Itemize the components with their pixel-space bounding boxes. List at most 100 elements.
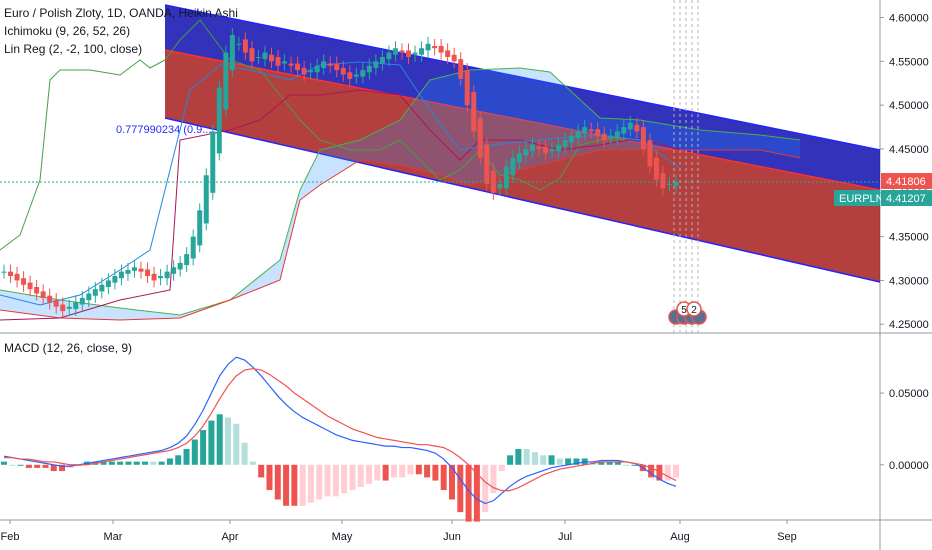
candle-body bbox=[27, 282, 33, 290]
linreg-mid-line bbox=[164, 49, 881, 191]
macd-histogram-bar bbox=[664, 464, 671, 481]
macd-histogram-bar bbox=[366, 464, 373, 484]
candle-body bbox=[477, 118, 483, 158]
macd-line bbox=[3, 356, 677, 505]
macd-histogram-bar bbox=[216, 414, 223, 465]
ichimoku-tenkan bbox=[0, 61, 681, 306]
legend-macd[interactable]: MACD (12, 26, close, 9) bbox=[4, 341, 132, 355]
symbol-value-tag-bg bbox=[881, 190, 932, 206]
macd-histogram-bar bbox=[42, 464, 49, 468]
price-tick-label: 4.50000 bbox=[889, 100, 929, 112]
macd-histogram-bar bbox=[208, 420, 215, 465]
event-badges[interactable]: 5 2 bbox=[668, 301, 707, 325]
legend-ichimoku[interactable]: Ichimoku (9, 26, 52, 26) bbox=[4, 24, 130, 38]
candle-body bbox=[392, 48, 398, 55]
candle-body bbox=[138, 268, 144, 272]
macd-histogram-bar bbox=[283, 464, 290, 506]
linreg-upper-fill bbox=[165, 5, 880, 190]
candle-body bbox=[295, 63, 301, 71]
candle-body bbox=[471, 92, 477, 132]
macd-histogram-bar bbox=[490, 464, 497, 494]
candle-body bbox=[86, 293, 92, 301]
candle-body bbox=[647, 140, 653, 167]
candle-body bbox=[366, 65, 372, 73]
candle-body bbox=[99, 284, 105, 292]
candle-body bbox=[516, 153, 522, 163]
macd-histogram-bar bbox=[465, 464, 472, 522]
candle-body bbox=[118, 271, 124, 279]
macd-tick-label: 0.05000 bbox=[889, 388, 929, 400]
time-tick-label: Jun bbox=[443, 531, 461, 543]
candle-body bbox=[112, 276, 118, 283]
macd-histogram-bar bbox=[332, 464, 339, 497]
candle-body bbox=[60, 304, 66, 312]
macd-histogram-bar bbox=[432, 464, 439, 481]
macd-histogram-bar bbox=[59, 464, 66, 472]
macd-histogram-bar bbox=[108, 461, 115, 465]
candles-group bbox=[1, 28, 679, 319]
symbol-tag-bg bbox=[834, 190, 880, 206]
candle-body bbox=[151, 273, 157, 281]
candle-body bbox=[327, 63, 333, 66]
macd-histogram-bar bbox=[316, 464, 323, 500]
candle-body bbox=[529, 144, 535, 152]
last-price-tag: 4.41806 bbox=[881, 173, 932, 189]
ichimoku-senkou-b bbox=[0, 149, 801, 321]
candle-body bbox=[614, 131, 620, 139]
macd-histogram-bar bbox=[117, 461, 124, 465]
macd-histogram-bar bbox=[258, 464, 265, 478]
candle-body bbox=[347, 72, 353, 79]
legend-main[interactable]: Euro / Polish Zloty, 1D, OANDA, Heikin A… bbox=[4, 6, 238, 20]
candle-body bbox=[236, 43, 242, 45]
last-price-tag-text: 4.41806 bbox=[886, 176, 926, 188]
macd-histogram-bar bbox=[357, 464, 364, 487]
candle-body bbox=[510, 157, 516, 176]
legend-linreg-text: Lin Reg (2, -2, 100, close) bbox=[4, 42, 143, 56]
candle-body bbox=[575, 131, 581, 139]
macd-histogram-bar bbox=[34, 464, 41, 468]
candle-body bbox=[549, 148, 555, 152]
macd-axis[interactable]: 0.00000 0.05000 bbox=[880, 388, 929, 472]
time-tick-label: Sep bbox=[777, 531, 797, 543]
macd-histogram-bar bbox=[200, 430, 207, 465]
candle-body bbox=[21, 278, 27, 285]
macd-histogram-bar bbox=[523, 449, 530, 465]
candle-body bbox=[53, 300, 59, 307]
candle-body bbox=[255, 56, 261, 58]
macd-histogram-bar bbox=[158, 461, 165, 465]
macd-histogram-bar bbox=[531, 452, 538, 465]
candle-body bbox=[666, 184, 672, 186]
macd-histogram-bar bbox=[266, 464, 273, 491]
price-tick-label: 4.35000 bbox=[889, 232, 929, 244]
candle-body bbox=[40, 291, 46, 298]
linreg-lower-line bbox=[164, 117, 881, 283]
candle-body bbox=[203, 175, 209, 224]
candle-body bbox=[412, 52, 418, 55]
macd-histogram-bar bbox=[1, 461, 7, 465]
macd-histogram-bar bbox=[291, 464, 298, 506]
event-badge-count-2[interactable] bbox=[686, 301, 702, 317]
price-axis[interactable]: 4.250004.300004.350004.400004.450004.500… bbox=[880, 13, 929, 332]
candle-body bbox=[8, 271, 14, 277]
macd-histogram-bar bbox=[573, 458, 580, 465]
price-tick-label: 4.30000 bbox=[889, 275, 929, 287]
macd-histogram-bar bbox=[17, 464, 24, 466]
time-axis[interactable]: Feb Mar Apr May Jun Jul Aug Sep bbox=[1, 520, 797, 543]
candle-body bbox=[523, 148, 529, 156]
macd-histogram-bar bbox=[382, 464, 389, 481]
candle-body bbox=[419, 48, 425, 55]
macd-histogram-bar bbox=[175, 455, 182, 465]
symbol-price-tag: EURPLN 4.41207 bbox=[834, 190, 932, 206]
price-tick-label: 4.25000 bbox=[889, 319, 929, 331]
candle-body bbox=[282, 61, 288, 64]
macd-histogram-bar bbox=[565, 458, 572, 465]
macd-histogram-bar bbox=[299, 464, 306, 506]
macd-histogram-bar bbox=[241, 442, 248, 465]
candle-body bbox=[503, 166, 509, 189]
candle-body bbox=[177, 262, 183, 270]
candle-body bbox=[308, 70, 314, 73]
macd-histogram bbox=[1, 414, 679, 522]
time-tick-label: Feb bbox=[1, 531, 20, 543]
legend-linreg[interactable]: Lin Reg (2, -2, 100, close) bbox=[4, 42, 142, 56]
